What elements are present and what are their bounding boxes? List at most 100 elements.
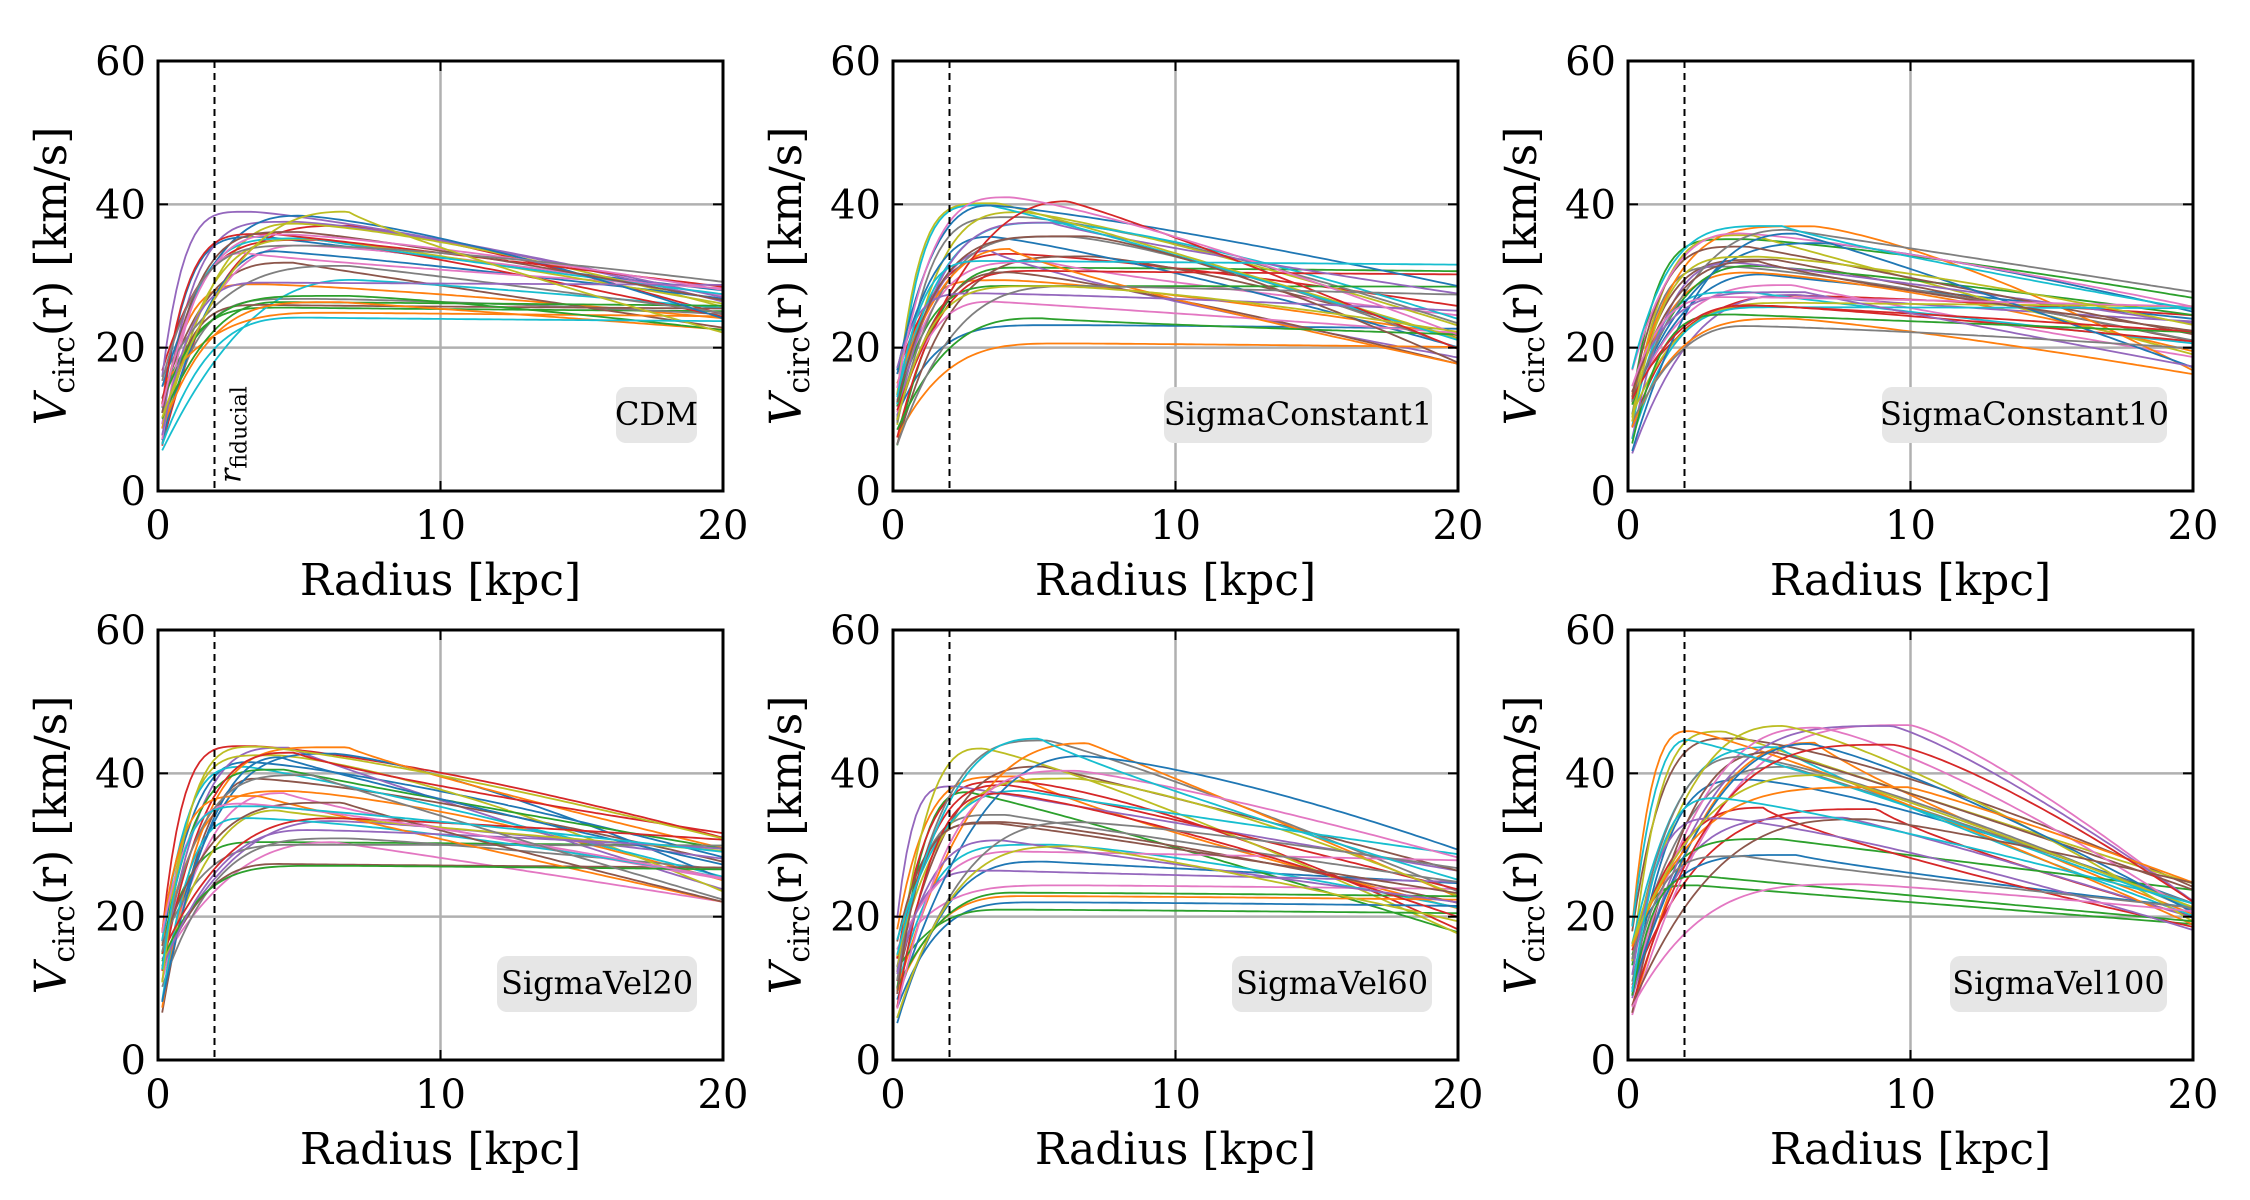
- fiducial-label-sub: fiducial: [228, 386, 253, 468]
- series-line: [896, 737, 1459, 955]
- series-line: [1631, 883, 2194, 1008]
- series-line: [896, 196, 1459, 389]
- x-axis-label: Radius [kpc]: [1770, 555, 2051, 606]
- y-axis-label-main: V: [1496, 958, 1547, 994]
- panel-cdm: rfiducial 0 10 20 0 20 40 60 Radius [kpc] Vcirc(r…: [26, 39, 748, 606]
- x-tick-label: 20: [2168, 503, 2219, 549]
- x-tick-label: 10: [1885, 1072, 1936, 1118]
- y-tick-label: 60: [1565, 39, 1616, 85]
- series-line: [1631, 854, 2194, 945]
- panel-sigmavel60: 0 10 20 0 20 40 60 Radius [kpc] Vcirc(r) [km/s] S…: [761, 608, 1483, 1175]
- series-line: [1631, 725, 2194, 999]
- y-tick-label: 0: [121, 1038, 146, 1084]
- y-axis-label-sub: circ: [782, 336, 817, 394]
- series-line: [161, 761, 724, 942]
- series-line: [161, 801, 724, 947]
- series-line: [161, 281, 723, 436]
- y-tick-label: 40: [1565, 751, 1616, 797]
- x-axis-label: Radius [kpc]: [1035, 1124, 1316, 1175]
- series-line: [161, 238, 724, 371]
- series-line: [1631, 730, 2194, 926]
- series-line: [896, 261, 1459, 408]
- x-tick-label: 0: [1615, 503, 1640, 549]
- series-line: [1631, 232, 2194, 371]
- series-line: [896, 285, 1459, 421]
- y-tick-label: 60: [95, 39, 146, 85]
- y-axis-label-arg: (r): [1496, 281, 1547, 336]
- series-line: [161, 233, 724, 407]
- series-line: [896, 839, 1459, 975]
- fiducial-label: rfiducial: [214, 386, 253, 483]
- series-line: [896, 221, 1459, 417]
- panel-label-box: [1232, 956, 1432, 1012]
- series-line: [161, 829, 724, 969]
- series-line: [161, 843, 723, 944]
- series-line: [896, 814, 1459, 981]
- panel-sigmaconstant1: 0 10 20 0 20 40 60 Radius [kpc] Vcirc(r) [km/s] S…: [761, 39, 1483, 606]
- y-axis-label-main: V: [761, 389, 812, 425]
- x-tick-label: 10: [1150, 1072, 1201, 1118]
- series-line: [1631, 724, 2194, 947]
- y-tick-label: 20: [1565, 895, 1616, 941]
- y-axis-label-unit: [km/s]: [761, 127, 812, 281]
- y-axis-label-sub: circ: [1517, 905, 1552, 963]
- y-tick-label: 60: [95, 608, 146, 654]
- series-line: [896, 269, 1458, 438]
- series-line: [896, 784, 1459, 959]
- series-line: [1631, 264, 2194, 405]
- series-line: [161, 210, 724, 377]
- panel-label-box: [1882, 387, 2167, 443]
- x-tick-label: 20: [1433, 503, 1484, 549]
- panel-label-box: [1164, 387, 1432, 443]
- y-axis-label-arg: (r): [26, 850, 77, 905]
- series-line: [896, 324, 1459, 416]
- series-line: [896, 908, 1458, 970]
- series-line: [1631, 255, 2194, 422]
- panel-label: SigmaConstant1: [1164, 395, 1433, 433]
- series-line: [1631, 797, 2194, 992]
- series-line: [161, 244, 724, 382]
- series-line: [896, 285, 1459, 446]
- series-line: [161, 805, 724, 970]
- y-tick-label: 0: [1591, 1038, 1616, 1084]
- series-line: [1631, 751, 2194, 1013]
- series-line: [1631, 225, 2194, 370]
- series-line: [161, 754, 724, 970]
- y-tick-label: 40: [1565, 182, 1616, 228]
- series-line: [161, 316, 723, 445]
- y-tick-label: 60: [1565, 608, 1616, 654]
- y-axis-label: Vcirc(r) [km/s]: [26, 696, 82, 995]
- panel-label: SigmaConstant10: [1880, 395, 2169, 433]
- series-line: [1631, 786, 2194, 948]
- y-axis-label-unit: [km/s]: [26, 127, 77, 281]
- y-axis-label-sub: circ: [47, 905, 82, 963]
- series-line: [1631, 818, 2194, 1006]
- series-line: [896, 211, 1459, 425]
- y-axis-label-sub: circ: [782, 905, 817, 963]
- y-tick-label: 40: [830, 751, 881, 797]
- series-line: [1631, 291, 2194, 387]
- panel-label: SigmaVel60: [1236, 964, 1428, 1002]
- series-line: [161, 795, 724, 932]
- series-line: [896, 901, 1458, 1009]
- x-axis-label: Radius [kpc]: [300, 1124, 581, 1175]
- y-tick-label: 0: [856, 469, 881, 515]
- series-line: [896, 895, 1459, 993]
- panel-label-box: [1950, 956, 2167, 1012]
- series-line: [1631, 228, 2194, 402]
- y-tick-label: 40: [830, 182, 881, 228]
- panel-label: CDM: [615, 395, 698, 433]
- series-line: [1631, 245, 2194, 398]
- series-line: [161, 210, 724, 418]
- series-line: [1631, 726, 2194, 988]
- series-line: [896, 204, 1459, 405]
- y-tick-label: 20: [830, 326, 881, 372]
- y-axis-label-unit: [km/s]: [1496, 696, 1547, 850]
- series-line: [161, 220, 724, 425]
- y-tick-label: 40: [95, 182, 146, 228]
- series-line: [896, 891, 1458, 988]
- panel-sigmaconstant10: 0 10 20 0 20 40 60 Radius [kpc] Vcirc(r) [km/s] S…: [1496, 39, 2218, 606]
- series-line: [896, 285, 1458, 407]
- x-tick-label: 10: [415, 1072, 466, 1118]
